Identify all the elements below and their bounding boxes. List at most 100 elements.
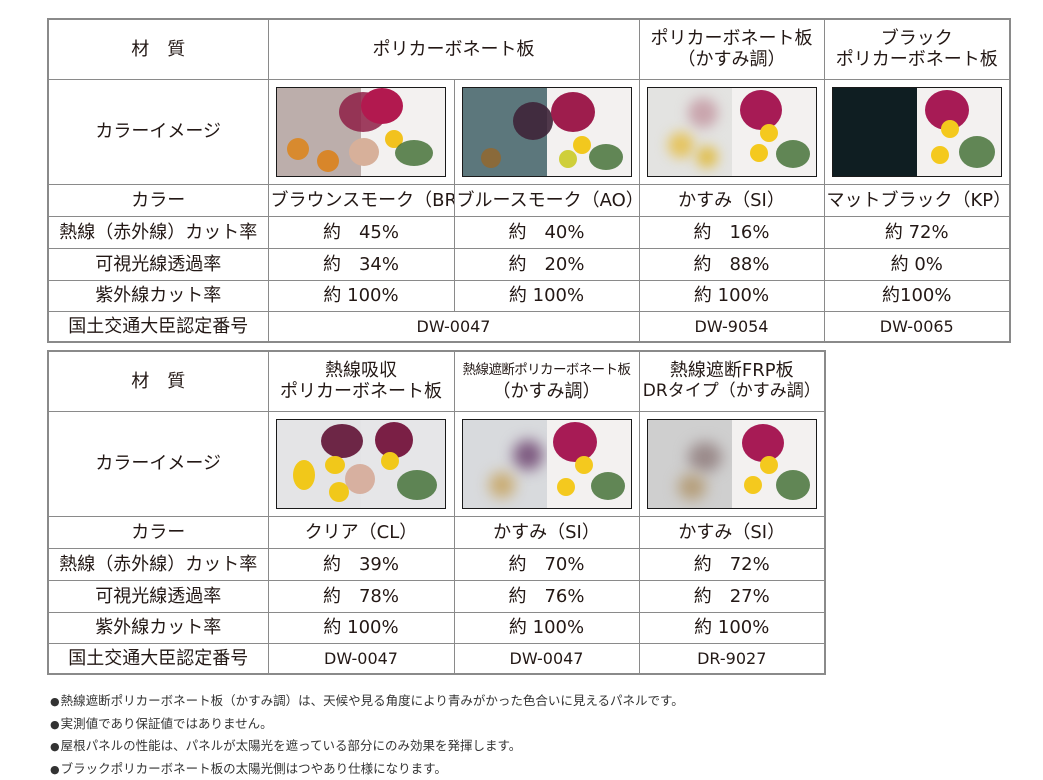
row-label-color: カラー — [47, 183, 269, 217]
material-header-heat-block-polycarbonate: 熱線遮断ポリカーボネート板 （かすみ調） — [453, 350, 640, 412]
visible-transmission-value: 約 76% — [453, 579, 640, 613]
color-image-row: カラーイメージ — [47, 410, 826, 517]
note-item: ●熱線遮断ポリカーボネート板（かすみ調）は、天候や見る角度により青みがかった色合… — [50, 690, 684, 713]
color-value: クリア（CL） — [267, 515, 455, 549]
color-row: カラー クリア（CL） かすみ（SI） かすみ（SI） — [47, 515, 826, 549]
bullet-icon: ● — [50, 695, 60, 708]
certification-value: DW-9054 — [638, 310, 825, 343]
row-label-certification: 国土交通大臣認定番号 — [47, 642, 269, 675]
matte-black-sample-image — [831, 86, 1002, 177]
material-name: ポリカーボネート板 — [372, 38, 535, 60]
row-label-material: 材 質 — [47, 18, 269, 80]
material-header-black-polycarbonate: ブラック ポリカーボネート板 — [823, 18, 1011, 80]
row-label-heat-cut: 熱線（赤外線）カット率 — [47, 547, 269, 581]
material-name-line1: 熱線遮断ポリカーボネート板 — [462, 362, 631, 379]
spec-table-heat-control: 材 質 熱線吸収 ポリカーボネート板 熱線遮断ポリカーボネート板 （かすみ調） … — [47, 350, 826, 675]
material-name-line1: ポリカーボネート板 — [650, 28, 813, 50]
material-header-polycarbonate: ポリカーボネート板 — [267, 18, 640, 80]
heat-block-frosted-sample-image — [461, 418, 632, 509]
visible-transmission-value: 約 20% — [453, 247, 640, 281]
row-label-uv-cut: 紫外線カット率 — [47, 611, 269, 644]
certification-value: DW-0047 — [453, 642, 640, 675]
certification-row: 国土交通大臣認定番号 DW-0047 DW-9054 DW-0065 — [47, 310, 1011, 343]
uv-cut-row: 紫外線カット率 約 100% 約 100% 約 100% — [47, 611, 826, 644]
heat-cut-value: 約 45% — [267, 215, 455, 249]
row-label-visible-transmission: 可視光線透過率 — [47, 247, 269, 281]
note-text: 熱線遮断ポリカーボネート板（かすみ調）は、天候や見る角度により青みがかった色合い… — [60, 693, 684, 708]
material-name-line1: 熱線遮断FRP板 — [669, 360, 794, 382]
material-name-line1: ブラック — [880, 28, 953, 50]
heat-cut-value: 約 72% — [638, 547, 826, 581]
heat-cut-value: 約 70% — [453, 547, 640, 581]
uv-cut-value: 約 100% — [638, 611, 826, 644]
frp-frosted-sample-image — [646, 418, 817, 509]
material-header-heat-absorbing: 熱線吸収 ポリカーボネート板 — [267, 350, 455, 412]
uv-cut-value: 約 100% — [267, 279, 455, 312]
material-header-polycarbonate-frosted: ポリカーボネート板 （かすみ調） — [638, 18, 825, 80]
visible-transmission-value: 約 34% — [267, 247, 455, 281]
note-text: 屋根パネルの性能は、パネルが太陽光を遮っている部分にのみ効果を発揮します。 — [60, 738, 522, 753]
color-image-cell — [267, 78, 455, 185]
color-image-cell — [453, 410, 640, 517]
material-row: 材 質 ポリカーボネート板 ポリカーボネート板 （かすみ調） ブラック ポリカー… — [47, 18, 1011, 80]
color-value: ブラウンスモーク（BR） — [267, 183, 455, 217]
heat-cut-value: 約 16% — [638, 215, 825, 249]
visible-transmission-value: 約 88% — [638, 247, 825, 281]
material-name-line2: ポリカーボネート板 — [280, 381, 442, 403]
certification-value: DR-9027 — [638, 642, 826, 675]
color-image-cell — [638, 410, 826, 517]
notes-list: ●熱線遮断ポリカーボネート板（かすみ調）は、天候や見る角度により青みがかった色合… — [50, 690, 684, 780]
material-name-line2: （かすみ調） — [677, 49, 786, 71]
visible-transmission-row: 可視光線透過率 約 78% 約 76% 約 27% — [47, 579, 826, 613]
note-item: ●ブラックポリカーボネート板の太陽光側はつやあり仕様になります。 — [50, 758, 684, 780]
note-text: ブラックポリカーボネート板の太陽光側はつやあり仕様になります。 — [60, 760, 447, 776]
color-image-cell — [267, 410, 455, 517]
blue-smoke-sample-image — [461, 86, 632, 177]
certification-value: DW-0047 — [267, 310, 640, 343]
material-row: 材 質 熱線吸収 ポリカーボネート板 熱線遮断ポリカーボネート板 （かすみ調） … — [47, 350, 826, 412]
heat-cut-value: 約 39% — [267, 547, 455, 581]
material-name-line1: 熱線吸収 — [325, 360, 397, 382]
color-value: かすみ（SI） — [638, 515, 826, 549]
frosted-sample-image — [646, 86, 817, 177]
spec-table-polycarbonate: 材 質 ポリカーボネート板 ポリカーボネート板 （かすみ調） ブラック ポリカー… — [47, 18, 1011, 343]
color-value: マットブラック（KP） — [823, 183, 1011, 217]
material-header-heat-block-frp: 熱線遮断FRP板 DRタイプ（かすみ調） — [638, 350, 826, 412]
certification-value: DW-0065 — [823, 310, 1011, 343]
color-image-cell — [638, 78, 825, 185]
row-label-uv-cut: 紫外線カット率 — [47, 279, 269, 312]
certification-row: 国土交通大臣認定番号 DW-0047 DW-0047 DR-9027 — [47, 642, 826, 675]
bullet-icon: ● — [50, 740, 60, 753]
heat-cut-value: 約 40% — [453, 215, 640, 249]
note-item: ●実測値であり保証値ではありません。 — [50, 713, 684, 736]
color-image-cell — [823, 78, 1011, 185]
visible-transmission-value: 約 78% — [267, 579, 455, 613]
note-item: ●屋根パネルの性能は、パネルが太陽光を遮っている部分にのみ効果を発揮します。 — [50, 735, 684, 758]
color-image-row: カラーイメージ — [47, 78, 1011, 185]
color-image-cell — [453, 78, 640, 185]
row-label-color-image: カラーイメージ — [47, 410, 269, 517]
row-label-color-image: カラーイメージ — [47, 78, 269, 185]
color-value: かすみ（SI） — [638, 183, 825, 217]
uv-cut-value: 約 100% — [267, 611, 455, 644]
row-label-heat-cut: 熱線（赤外線）カット率 — [47, 215, 269, 249]
bullet-icon: ● — [50, 762, 60, 776]
uv-cut-value: 約100% — [823, 279, 1011, 312]
uv-cut-value: 約 100% — [453, 611, 640, 644]
heat-cut-row: 熱線（赤外線）カット率 約 45% 約 40% 約 16% 約 72% — [47, 215, 1011, 249]
material-name-line2: DRタイプ（かすみ調） — [642, 381, 821, 402]
note-text: 実測値であり保証値ではありません。 — [60, 715, 273, 731]
visible-transmission-row: 可視光線透過率 約 34% 約 20% 約 88% 約 0% — [47, 247, 1011, 281]
row-label-material: 材 質 — [47, 350, 269, 412]
clear-sample-image — [276, 418, 446, 509]
bullet-icon: ● — [50, 717, 60, 731]
brown-smoke-sample-image — [276, 86, 446, 177]
color-value: ブルースモーク（AO） — [453, 183, 640, 217]
heat-cut-row: 熱線（赤外線）カット率 約 39% 約 70% 約 72% — [47, 547, 826, 581]
heat-cut-value: 約 72% — [823, 215, 1011, 249]
uv-cut-value: 約 100% — [638, 279, 825, 312]
row-label-visible-transmission: 可視光線透過率 — [47, 579, 269, 613]
certification-value: DW-0047 — [267, 642, 455, 675]
material-name-line2: （かすみ調） — [492, 381, 601, 403]
color-value: かすみ（SI） — [453, 515, 640, 549]
